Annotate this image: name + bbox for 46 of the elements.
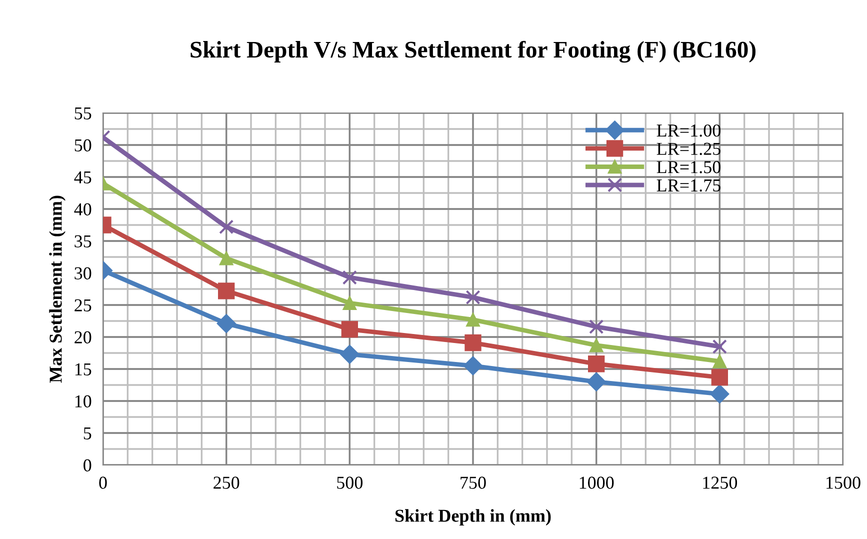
y-tick-label: 35 xyxy=(74,235,92,248)
x-axis-title: Skirt Depth in (mm) xyxy=(395,509,551,526)
point xyxy=(342,296,357,310)
point xyxy=(464,334,482,352)
point xyxy=(218,282,235,300)
y-tick-label: 25 xyxy=(74,299,92,312)
y-tick-label: 45 xyxy=(74,171,92,184)
point xyxy=(589,319,604,334)
x-tick-label: 1500 xyxy=(826,476,860,489)
x-tick-label: 750 xyxy=(460,476,486,489)
y-tick-label: 55 xyxy=(74,107,92,120)
legend-label: LR=1.50 xyxy=(656,161,720,174)
x-tick-label: 1250 xyxy=(703,476,738,489)
legend-label: LR=1.00 xyxy=(656,124,720,137)
legend-label: LR=1.25 xyxy=(656,142,720,156)
point xyxy=(340,344,360,364)
x-tick-label: 250 xyxy=(214,476,240,489)
point xyxy=(712,354,727,368)
y-tick-label: 15 xyxy=(75,363,92,376)
point xyxy=(342,270,357,285)
chart-title: Skirt Depth V/s Max Settlement for Footing (F) (BC160) xyxy=(190,40,756,63)
y-axis-title: Max Settlement in (mm) xyxy=(49,196,66,383)
point xyxy=(712,339,727,354)
x-tick-label: 500 xyxy=(337,476,363,489)
x-tick-label: 0 xyxy=(99,476,107,489)
y-tick-label: 20 xyxy=(74,331,92,344)
y-tick-label: 40 xyxy=(74,203,92,216)
point xyxy=(219,251,234,266)
point xyxy=(463,356,483,376)
point xyxy=(466,312,480,327)
legend-label: LR=1.75 xyxy=(656,179,720,192)
point xyxy=(588,356,605,372)
y-tick-label: 0 xyxy=(84,459,92,472)
point xyxy=(466,290,480,305)
point xyxy=(341,320,358,338)
point xyxy=(711,368,728,386)
y-tick-label: 5 xyxy=(84,427,92,440)
y-tick-label: 30 xyxy=(74,267,92,280)
point xyxy=(219,220,234,234)
y-tick-label: 10 xyxy=(75,395,92,408)
point xyxy=(710,384,730,404)
point xyxy=(216,314,236,334)
x-tick-label: 1000 xyxy=(580,476,614,489)
y-tick-label: 50 xyxy=(74,139,92,152)
point xyxy=(586,372,606,392)
point xyxy=(589,338,604,352)
